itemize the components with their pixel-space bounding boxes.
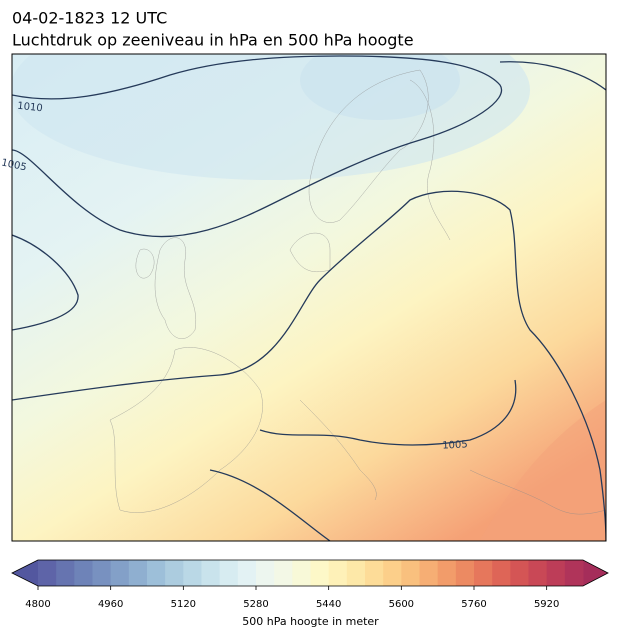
colorbar-cell: [110, 560, 130, 586]
colorbar-cell: [128, 560, 148, 586]
colorbar-tick-label: 4800: [25, 599, 50, 610]
colorbar-cell: [419, 560, 439, 586]
contour-label: 1005: [442, 439, 468, 451]
title: 04-02-1823 12 UTC: [12, 9, 167, 28]
colorbar-cell: [383, 560, 402, 586]
colorbar-cell: [365, 560, 384, 586]
colorbar-cell: [92, 560, 112, 586]
colorbar-cell: [219, 560, 239, 586]
colorbar-cell: [165, 560, 184, 586]
colorbar-tick-label: 5120: [171, 599, 196, 610]
colorbar-cell: [38, 560, 57, 586]
colorbar-cell: [274, 560, 293, 586]
colorbar-cell: [492, 560, 511, 586]
colorbar-tick-label: 5280: [243, 599, 268, 610]
colorbar-cell: [510, 560, 529, 586]
colorbar-label: 500 hPa hoogte in meter: [242, 615, 379, 628]
colorbar-tick-label: 4960: [98, 599, 123, 610]
colorbar-cell: [528, 560, 548, 586]
colorbar-tick-label: 5760: [461, 599, 486, 610]
colorbar-cell: [328, 560, 348, 586]
colorbar-tick-label: 5600: [389, 599, 414, 610]
colorbar-cell: [564, 560, 584, 586]
colorbar-cell: [74, 560, 93, 586]
colorbar-over: [583, 560, 608, 586]
colorbar-cell: [183, 560, 202, 586]
colorbar-cell: [256, 560, 275, 586]
colorbar-cell: [346, 560, 366, 586]
colorbar-cell: [546, 560, 566, 586]
colorbar-tick-label: 5440: [316, 599, 341, 610]
colorbar-cell: [455, 560, 475, 586]
colorbar-cell: [237, 560, 257, 586]
colorbar-cell: [201, 560, 221, 586]
colorbar-cell: [437, 560, 457, 586]
colorbar-outline: [11, 559, 609, 587]
colorbar-cell: [401, 560, 420, 586]
colorbar-under: [12, 560, 38, 586]
colorbar-cell: [474, 560, 493, 586]
colorbar-cell: [292, 560, 311, 586]
map-frame: [11, 53, 607, 542]
colorbar-cell: [147, 560, 166, 586]
map: [12, 54, 606, 541]
colorbar-cell: [56, 560, 75, 586]
subtitle: Luchtdruk op zeeniveau in hPa en 500 hPa…: [12, 31, 414, 50]
colorbar-cell: [310, 560, 330, 586]
colorbar-tick-label: 5920: [534, 599, 559, 610]
contour-label: 1005: [0, 157, 27, 173]
contour-label: 1010: [17, 101, 43, 115]
